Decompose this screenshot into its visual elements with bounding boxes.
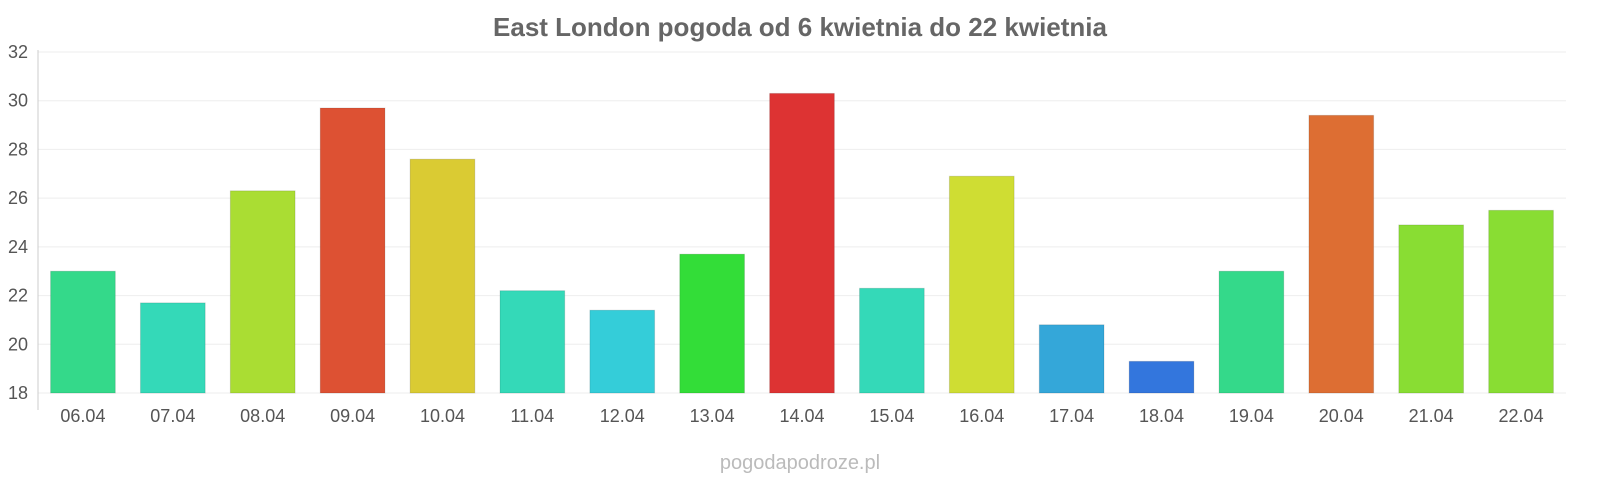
x-tick-label: 06.04	[60, 406, 105, 426]
x-tick-label: 21.04	[1409, 406, 1454, 426]
x-axis-ticks: 06.04 07.04 08.04 09.04 10.04 11.04 12.04 13.04…	[60, 406, 1543, 426]
x-tick-label: 12.04	[600, 406, 645, 426]
y-tick-label: 22	[8, 286, 28, 306]
bar-20.04	[1308, 114, 1375, 394]
bar-08.04	[229, 190, 296, 394]
x-tick-label: 22.04	[1499, 406, 1544, 426]
bar-06.04	[50, 270, 116, 394]
bar-14.04	[769, 92, 835, 394]
y-tick-label: 26	[8, 188, 28, 208]
x-tick-label: 15.04	[869, 406, 914, 426]
x-tick-label: 09.04	[330, 406, 375, 426]
y-tick-label: 30	[8, 91, 28, 111]
bar-11.04	[499, 290, 566, 394]
x-tick-label: 11.04	[510, 406, 554, 426]
bar-13.04	[679, 253, 745, 394]
bar-22.04	[1488, 209, 1554, 394]
x-tick-label: 14.04	[779, 406, 824, 426]
y-tick-label: 24	[8, 237, 28, 257]
x-tick-label: 10.04	[420, 406, 465, 426]
x-tick-label: 08.04	[240, 406, 285, 426]
x-tick-label: 19.04	[1229, 406, 1274, 426]
x-tick-label: 07.04	[150, 406, 195, 426]
x-tick-label: 13.04	[690, 406, 735, 426]
y-tick-label: 32	[8, 42, 28, 62]
bar-16.04	[948, 175, 1015, 394]
x-tick-label: 18.04	[1139, 406, 1184, 426]
bars	[50, 92, 1554, 394]
bar-07.04	[139, 302, 206, 394]
y-tick-label: 20	[8, 334, 28, 354]
y-tick-label: 28	[8, 139, 28, 159]
x-tick-label: 20.04	[1319, 406, 1364, 426]
x-tick-label: 16.04	[959, 406, 1004, 426]
watermark: pogodapodroze.pl	[720, 452, 880, 474]
x-tick-label: 17.04	[1049, 406, 1094, 426]
bar-12.04	[589, 309, 656, 394]
bar-21.04	[1398, 224, 1465, 394]
bar-19.04	[1218, 270, 1285, 394]
y-axis-ticks: 18 20 22 24 26 28 30 32	[8, 42, 28, 403]
bar-09.04	[319, 107, 386, 394]
y-tick-label: 18	[8, 383, 28, 403]
bar-15.04	[859, 287, 925, 394]
chart-title: East London pogoda od 6 kwietnia do 22 k…	[493, 12, 1107, 42]
bar-17.04	[1038, 324, 1105, 394]
bar-18.04	[1128, 360, 1195, 394]
bar-10.04	[409, 158, 476, 394]
